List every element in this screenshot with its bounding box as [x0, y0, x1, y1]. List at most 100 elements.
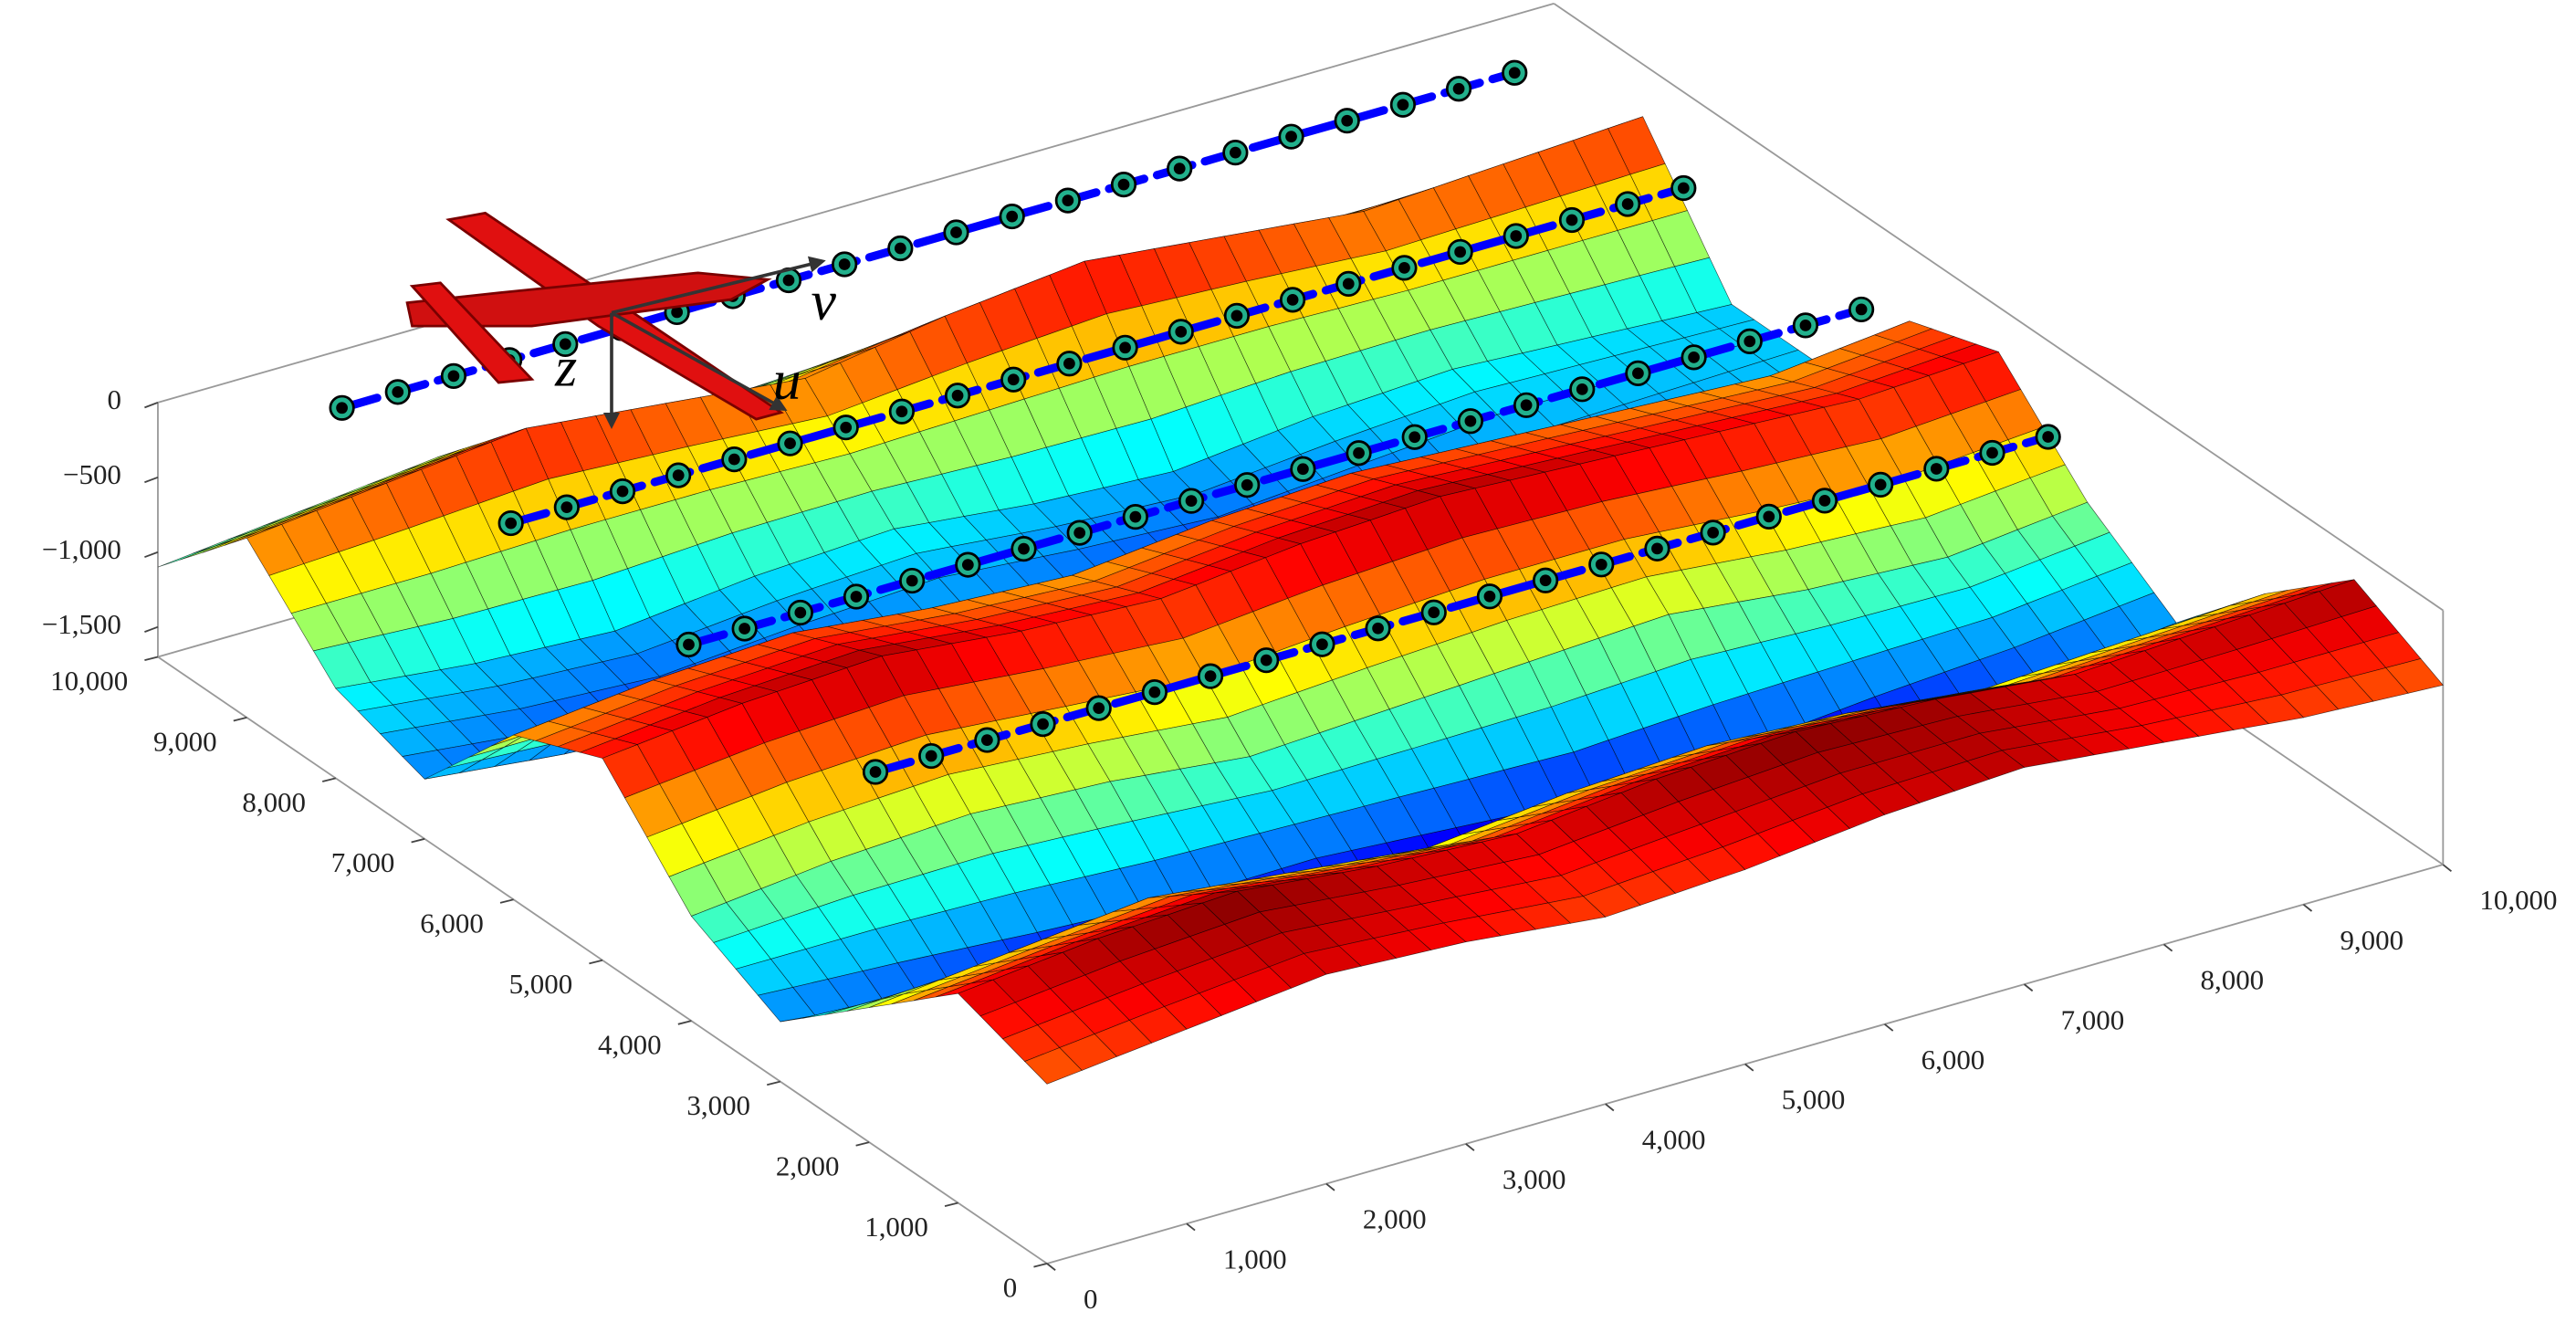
axes-box: 0 1,000 2,000 3,000 4,000 5,000 6,000 7,000 8,00… [42, 3, 2557, 1315]
waypoint-core [2042, 431, 2055, 443]
waypoint-core [1297, 463, 1309, 476]
y-tick-label: 8,000 [242, 786, 306, 818]
waypoint [999, 203, 1025, 230]
waypoint-core [1286, 294, 1299, 306]
waypoint-core [1018, 542, 1030, 555]
waypoint [1234, 472, 1261, 498]
waypoint-core [1007, 373, 1020, 386]
waypoint-core [1119, 341, 1131, 354]
aircraft-fuselage [405, 271, 772, 328]
x-tick-label: 0 [1084, 1283, 1097, 1315]
y-tick-label: 6,000 [420, 908, 484, 939]
waypoint-core [894, 242, 906, 255]
waypoint-core [1565, 214, 1578, 226]
waypoint-core [1576, 383, 1588, 395]
waypoint-core [1093, 702, 1105, 714]
u-axis-arrow [611, 310, 788, 411]
waypoint-core [850, 591, 863, 603]
waypoint [609, 478, 636, 505]
waypoint [1334, 108, 1360, 134]
waypoint-core [1632, 367, 1644, 380]
waypoint [1167, 155, 1193, 182]
waypoint [497, 509, 524, 537]
x-tick-label: 4,000 [1642, 1123, 1706, 1155]
x-tick [2302, 904, 2313, 912]
waypoint-core [895, 405, 908, 418]
waypoint [1476, 583, 1503, 610]
y-tick-label: 2,000 [776, 1149, 840, 1181]
waypoint-core [1316, 638, 1328, 651]
waypoint-core [1260, 654, 1272, 666]
waypoint [899, 567, 926, 594]
waypoint [1030, 710, 1056, 738]
x-tick [1744, 1063, 1754, 1072]
waypoint [1615, 191, 1641, 217]
waypoint [943, 219, 969, 246]
waypoint [1223, 302, 1251, 329]
x-tick-label: 5,000 [1782, 1084, 1846, 1116]
y-tick [589, 959, 603, 965]
waypoint [1445, 76, 1472, 102]
waypoint-core [838, 258, 851, 270]
waypoint [1279, 287, 1306, 313]
waypoint [1290, 456, 1316, 482]
y-tick [677, 1020, 692, 1025]
waypoint [1197, 663, 1224, 689]
y-tick-label: 10,000 [50, 665, 128, 697]
waypoint [721, 446, 748, 473]
aircraft-tail [409, 281, 535, 384]
waypoint [1141, 679, 1168, 706]
waypoint [1011, 535, 1037, 562]
waypoint [1389, 91, 1417, 118]
waypoint [832, 251, 858, 278]
surface-facet [1024, 1047, 1083, 1085]
waypoint [1122, 504, 1148, 530]
y-tick [411, 837, 425, 844]
y-tick [233, 717, 247, 722]
waypoint [1625, 360, 1651, 386]
surface [157, 116, 2444, 1085]
flight-path [871, 432, 2053, 777]
waypoint [384, 379, 411, 405]
waypoint [1923, 456, 1950, 482]
x-tick-label: 7,000 [2061, 1003, 2125, 1035]
waypoint-core [981, 734, 993, 746]
waypoint-core [1241, 478, 1253, 491]
waypoint-core [1342, 278, 1355, 290]
waypoint-core [1452, 82, 1465, 95]
y-tick [321, 777, 336, 782]
v-axis-arrow [611, 256, 826, 315]
waypoint-core [1520, 399, 1533, 412]
x-tick [2023, 983, 2034, 992]
z-label: z [554, 337, 577, 399]
waypoint [1253, 647, 1280, 674]
waypoint-core [1408, 431, 1421, 444]
z-tick [144, 476, 159, 484]
z-tick-label: 0 [107, 383, 120, 415]
waypoint-core [1744, 335, 1756, 348]
waypoint-core [559, 338, 571, 351]
waypoint-core [1428, 606, 1440, 619]
waypoint-core [1129, 510, 1142, 523]
waypoint [1736, 328, 1763, 354]
waypoint [1681, 344, 1707, 371]
waypoint-core [1185, 495, 1198, 508]
x-tick [1046, 1263, 1056, 1271]
waypoint [1056, 351, 1083, 377]
y-tick-label: 4,000 [598, 1029, 662, 1061]
waypoint-core [950, 226, 962, 238]
waypoint [1588, 551, 1615, 578]
waypoint-core [1677, 182, 1690, 194]
waypoint-core [1341, 114, 1354, 127]
waypoint [1222, 140, 1249, 166]
waypoint [832, 414, 859, 441]
waypoint-core [1539, 574, 1552, 587]
x-tick [2442, 864, 2453, 873]
waypoint-core [1037, 718, 1049, 730]
x-tick-label: 10,000 [2479, 884, 2557, 916]
waypoint-core [1763, 510, 1775, 523]
waypoint-core [869, 766, 882, 778]
waypoint [1110, 172, 1137, 198]
waypoint-core [951, 389, 964, 402]
